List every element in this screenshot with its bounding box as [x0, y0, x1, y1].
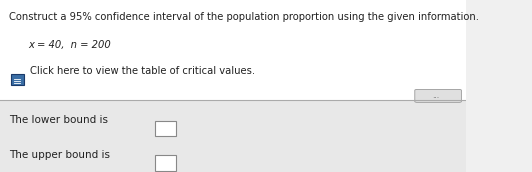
Text: x = 40,  n = 200: x = 40, n = 200	[28, 40, 111, 50]
Text: ...: ...	[432, 91, 439, 100]
Text: Construct a 95% confidence interval of the population proportion using the given: Construct a 95% confidence interval of t…	[10, 12, 479, 22]
FancyBboxPatch shape	[155, 155, 176, 171]
Text: The upper bound is: The upper bound is	[10, 150, 110, 160]
FancyBboxPatch shape	[11, 74, 24, 85]
Text: Click here to view the table of critical values.: Click here to view the table of critical…	[30, 66, 255, 76]
FancyBboxPatch shape	[155, 121, 176, 136]
FancyBboxPatch shape	[0, 100, 466, 172]
FancyBboxPatch shape	[0, 0, 466, 100]
Text: The lower bound is: The lower bound is	[10, 115, 109, 125]
FancyBboxPatch shape	[415, 89, 461, 102]
